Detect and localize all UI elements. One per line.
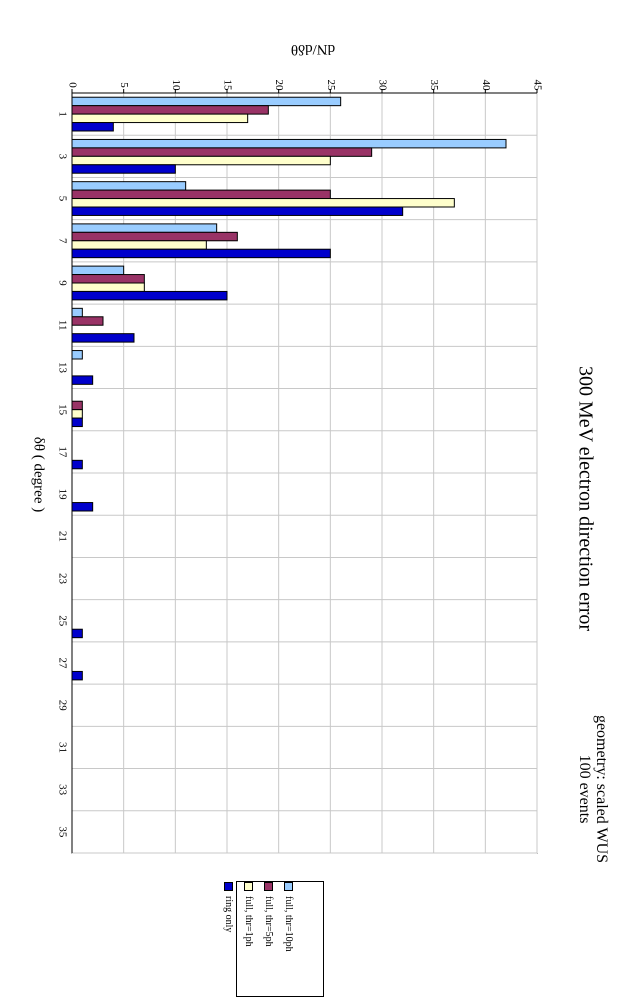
category-tick-label: 29 (56, 700, 68, 712)
bar-ring-only-9 (71, 290, 228, 301)
bar-ring-only-1 (71, 122, 114, 132)
bar-full-thr-5ph-9 (71, 274, 145, 284)
y-axis-label: dN/dδθ (290, 41, 336, 57)
legend-swatch-full-thr-10ph (284, 882, 294, 891)
bar-full-thr-10ph-3 (71, 138, 507, 149)
bar-full-thr-10ph-11 (71, 307, 83, 318)
bar-full-thr-1ph-15 (71, 409, 83, 419)
bar-ring-only-15 (71, 417, 83, 428)
value-tick-label: 45 (531, 80, 543, 92)
category-tick-label: 27 (56, 658, 68, 670)
bar-ring-only-27 (71, 670, 83, 681)
chart-title: 300 MeV electron direction error (574, 365, 597, 632)
category-tick-label: 5 (56, 196, 68, 202)
bar-full-thr-1ph-9 (71, 282, 145, 292)
category-tick-label: 35 (56, 826, 68, 838)
legend-swatch-full-thr-5ph (264, 882, 274, 891)
value-tick-label: 25 (325, 80, 337, 92)
bar-ring-only-17 (71, 459, 83, 470)
category-tick-label: 21 (56, 531, 68, 542)
legend-label-full-thr-10ph: full, thr=10ph (283, 896, 295, 952)
bar-full-thr-1ph-1 (71, 113, 249, 124)
bar-full-thr-10ph-13 (71, 350, 83, 360)
bar-ring-only-19 (71, 502, 94, 512)
category-tick-label: 11 (56, 320, 68, 331)
value-tick-label: 30 (376, 80, 388, 92)
category-tick-label: 7 (56, 238, 68, 244)
bar-full-thr-10ph-5 (71, 181, 187, 191)
value-tick-label: 5 (118, 82, 130, 88)
bar-ring-only-11 (71, 333, 135, 343)
legend: full, thr=10ph full, thr=5ph full, thr=1… (223, 881, 324, 997)
category-tick-label: 25 (56, 615, 68, 627)
value-tick-label: 20 (273, 80, 285, 92)
category-tick-label: 1 (56, 111, 68, 117)
legend-swatch-ring-only (224, 882, 234, 891)
category-tick-label: 3 (56, 154, 68, 160)
bar-full-thr-10ph-1 (71, 96, 342, 107)
legend-label-full-thr-1ph: full, thr=1ph (243, 896, 255, 947)
bar-full-thr-1ph-7 (71, 240, 207, 250)
legend-label-ring-only: ring only (223, 896, 235, 933)
bar-ring-only-13 (71, 375, 94, 385)
annotation-line-1: geometry: scaled WUS (593, 714, 610, 864)
category-tick-label: 9 (56, 280, 68, 286)
bar-ring-only-25 (71, 628, 83, 639)
category-tick-label: 23 (56, 573, 68, 585)
x-axis-label: δθ ( degree ) (30, 436, 47, 513)
legend-label-full-thr-5ph: full, thr=5ph (263, 896, 275, 947)
bar-ring-only-5 (71, 206, 404, 216)
bar-full-thr-5ph-7 (71, 231, 238, 242)
chart-annotation: geometry: scaled WUS 100 events (570, 709, 610, 869)
bar-full-thr-1ph-3 (71, 155, 331, 166)
legend-item-full-thr-5ph: full, thr=5ph (263, 882, 278, 996)
bar-full-thr-5ph-11 (71, 316, 104, 326)
legend-item-full-thr-1ph: full, thr=1ph (243, 882, 258, 996)
category-tick-label: 17 (56, 446, 68, 458)
bar-ring-only-7 (71, 248, 331, 259)
category-tick-label: 31 (56, 742, 68, 753)
legend-swatch-full-thr-1ph (244, 882, 254, 891)
value-tick-label: 0 (66, 82, 78, 88)
bar-full-thr-10ph-9 (71, 265, 125, 276)
legend-item-ring-only: ring only (223, 882, 238, 996)
value-tick-label: 35 (428, 80, 440, 92)
value-tick-label: 15 (221, 80, 233, 92)
bar-ring-only-3 (71, 164, 176, 174)
category-tick-label: 33 (56, 784, 68, 796)
category-tick-label: 13 (56, 362, 68, 374)
value-tick-label: 10 (170, 80, 182, 92)
annotation-line-2: 100 events (576, 754, 593, 824)
bar-full-thr-5ph-15 (71, 400, 83, 411)
category-tick-label: 19 (56, 489, 68, 501)
bar-full-thr-5ph-5 (71, 189, 331, 200)
legend-item-full-thr-10ph: full, thr=10ph (283, 882, 298, 996)
bar-full-thr-10ph-7 (71, 223, 218, 233)
bar-full-thr-5ph-3 (71, 147, 373, 157)
category-tick-label: 15 (56, 404, 68, 416)
bar-full-thr-5ph-1 (71, 105, 269, 115)
value-tick-label: 40 (480, 80, 492, 92)
bar-full-thr-1ph-5 (71, 198, 455, 208)
